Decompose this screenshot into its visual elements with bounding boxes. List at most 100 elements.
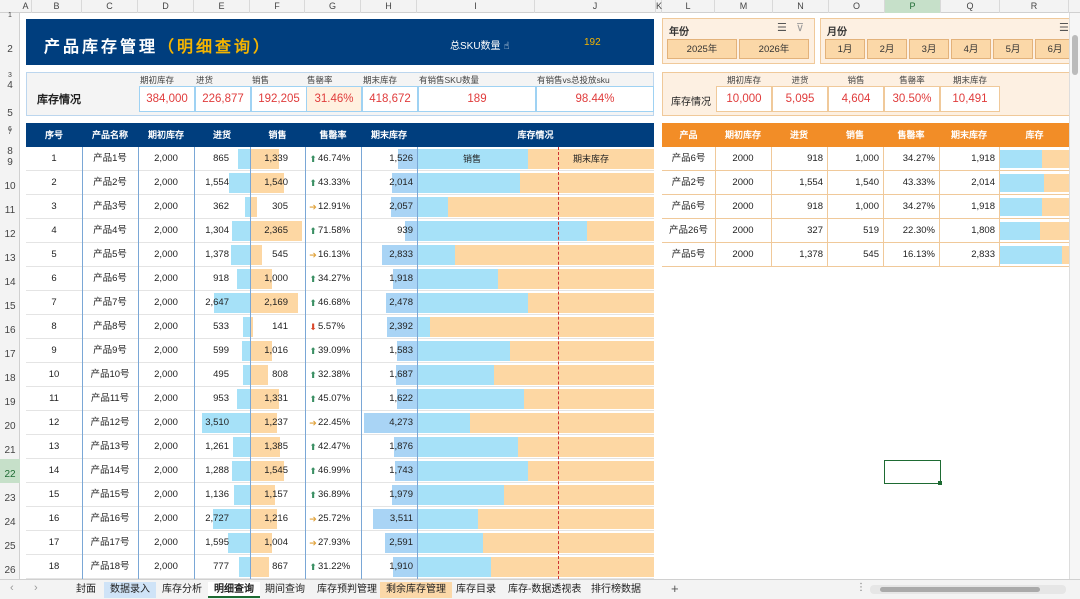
month-option-4[interactable]: 5月 [993, 39, 1033, 59]
sell-through-rate: 46.74% [318, 153, 351, 164]
stock-end-bar [528, 149, 654, 169]
row-header-6[interactable]: 6 [8, 126, 12, 133]
column-header-f[interactable]: F [250, 0, 305, 13]
more-options-icon[interactable]: ⋮ [856, 582, 866, 593]
detail-table-header: 序号 产品名称 期初库存 进货 销售 售罄率 期末库存 库存情况 [26, 123, 654, 147]
month-option-0[interactable]: 1月 [825, 39, 865, 59]
period-end: 2,014 [971, 177, 995, 188]
column-header-i[interactable]: I [417, 0, 535, 13]
row-header-13[interactable]: 13 [4, 253, 16, 264]
start-stock: 2,000 [154, 417, 178, 428]
row-header-2[interactable]: 2 [7, 44, 13, 55]
horizontal-scrollbar[interactable] [870, 585, 1066, 594]
column-header-g[interactable]: G [305, 0, 361, 13]
row-header-3[interactable]: 3 [8, 72, 12, 79]
table-row: 12 产品12号 2,000 3,510 1,237 ➔ 22.45% 4,273 [26, 411, 654, 435]
row-header-10[interactable]: 10 [4, 181, 16, 192]
row-header-22[interactable]: 22 [0, 459, 20, 483]
vertical-scrollbar[interactable] [1069, 13, 1080, 579]
column-header-p[interactable]: P [885, 0, 941, 13]
sales-value: 1,216 [264, 513, 288, 524]
sales-bar [250, 341, 272, 361]
column-header-n[interactable]: N [773, 0, 829, 13]
column-header-m[interactable]: M [715, 0, 773, 13]
row-header-16[interactable]: 16 [4, 325, 16, 336]
stock-end-bar [448, 197, 654, 217]
column-header-o[interactable]: O [829, 0, 885, 13]
add-sheet-icon[interactable]: + [671, 581, 679, 596]
column-header-h[interactable]: H [361, 0, 417, 13]
clear-filter-icon[interactable]: ⊽ [796, 22, 805, 34]
stock-end-bar [494, 365, 654, 385]
row-header-23[interactable]: 23 [4, 493, 16, 504]
sheet-tab-7[interactable]: 库存目录 [456, 584, 496, 595]
row-header-24[interactable]: 24 [4, 517, 16, 528]
month-option-2[interactable]: 3月 [909, 39, 949, 59]
start-stock: 2,000 [154, 297, 178, 308]
column-header-d[interactable]: D [138, 0, 194, 13]
row-header-26[interactable]: 26 [4, 565, 16, 576]
row-header-19[interactable]: 19 [4, 397, 16, 408]
end-stock: 1,526 [389, 153, 413, 164]
multi-select-icon[interactable]: ☰ [1059, 22, 1069, 34]
row-header-8[interactable]: 8 [7, 146, 13, 157]
sheet-tab-8[interactable]: 库存-数据透视表 [508, 584, 582, 595]
row-header-18[interactable]: 18 [4, 373, 16, 384]
arrow-up-icon: ⬆ [309, 490, 317, 500]
stock-end-bar [455, 245, 654, 265]
multi-select-icon[interactable]: ☰ [777, 22, 787, 34]
sheet-tab-1[interactable]: 数据录入 [104, 582, 156, 598]
next-sheet-icon[interactable]: › [34, 582, 38, 594]
row-header-15[interactable]: 15 [4, 301, 16, 312]
column-header-e[interactable]: E [194, 0, 250, 13]
column-header-j[interactable]: J [535, 0, 656, 13]
column-header-r[interactable]: R [1000, 0, 1069, 13]
h-scroll-thumb[interactable] [880, 587, 1040, 592]
row-header-11[interactable]: 11 [4, 205, 16, 216]
sheet-tab-9[interactable]: 排行榜数据 [591, 584, 641, 595]
scroll-thumb[interactable] [1072, 35, 1078, 75]
month-slicer[interactable]: 月份 ☰ 1月 2月 3月 4月 5月 6月 [820, 18, 1075, 64]
row-header-1[interactable]: 1 [8, 12, 12, 19]
sheet-tab-5[interactable]: 库存预判管理 [317, 584, 377, 595]
column-header-a[interactable]: A [20, 0, 32, 13]
active-cell[interactable] [884, 460, 941, 484]
end-stock: 2,833 [389, 249, 413, 260]
sheet-tab-3[interactable]: 明细查询 [208, 582, 260, 598]
column-header-k[interactable]: K [656, 0, 663, 13]
row-header-20[interactable]: 20 [4, 421, 16, 432]
column-header-q[interactable]: Q [941, 0, 1000, 13]
column-header-c[interactable]: C [82, 0, 138, 13]
sheet-tab-6[interactable]: 剩余库存管理 [380, 582, 452, 598]
year-option-1[interactable]: 2026年 [739, 39, 809, 59]
month-option-1[interactable]: 2月 [867, 39, 907, 59]
column-header-b[interactable]: B [32, 0, 82, 13]
year-slicer[interactable]: 年份 ☰ ⊽ 2025年 2026年 [662, 18, 815, 64]
sales-bar [250, 221, 302, 241]
start-stock: 2,000 [154, 489, 178, 500]
sku-count-value: 192 [584, 37, 601, 48]
row-header-9[interactable]: 9 [7, 157, 13, 168]
product-name: 产品10号 [90, 369, 130, 380]
sheet-tab-4[interactable]: 期间查询 [265, 584, 305, 595]
row-header-5[interactable]: 5 [7, 108, 13, 119]
row-header-4[interactable]: 4 [7, 80, 13, 91]
year-option-0[interactable]: 2025年 [667, 39, 737, 59]
fill-handle[interactable] [938, 481, 942, 485]
column-header-l[interactable]: L [662, 0, 715, 13]
sales-value: 1,331 [264, 393, 288, 404]
sheet-tab-0[interactable]: 封面 [76, 584, 96, 595]
row-header-25[interactable]: 25 [4, 541, 16, 552]
row-header-17[interactable]: 17 [4, 349, 16, 360]
sell-through-rate: 12.91% [318, 201, 351, 212]
row-header-14[interactable]: 14 [4, 277, 16, 288]
month-option-3[interactable]: 4月 [951, 39, 991, 59]
sheet-tab-2[interactable]: 库存分析 [162, 584, 202, 595]
prev-sheet-icon[interactable]: ‹ [10, 582, 14, 594]
row-header-21[interactable]: 21 [4, 445, 16, 456]
sales-bar [250, 485, 275, 505]
stock-sales-bar [417, 509, 478, 529]
row-header-12[interactable]: 12 [4, 229, 16, 240]
row-header-7[interactable]: 7 [8, 129, 12, 136]
purchase-bar [234, 485, 250, 505]
